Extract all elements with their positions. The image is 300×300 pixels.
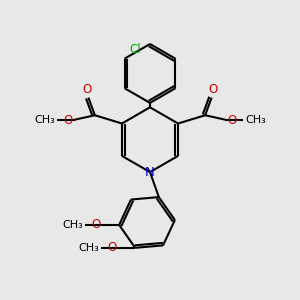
Text: O: O [92, 218, 101, 231]
Text: Cl: Cl [129, 43, 140, 56]
Text: O: O [227, 114, 236, 127]
Text: O: O [82, 82, 92, 95]
Text: CH₃: CH₃ [62, 220, 83, 230]
Text: N: N [145, 166, 155, 178]
Text: O: O [208, 82, 218, 95]
Text: CH₃: CH₃ [79, 243, 99, 253]
Text: O: O [64, 114, 73, 127]
Text: O: O [108, 241, 117, 254]
Text: CH₃: CH₃ [34, 115, 55, 125]
Text: CH₃: CH₃ [245, 115, 266, 125]
